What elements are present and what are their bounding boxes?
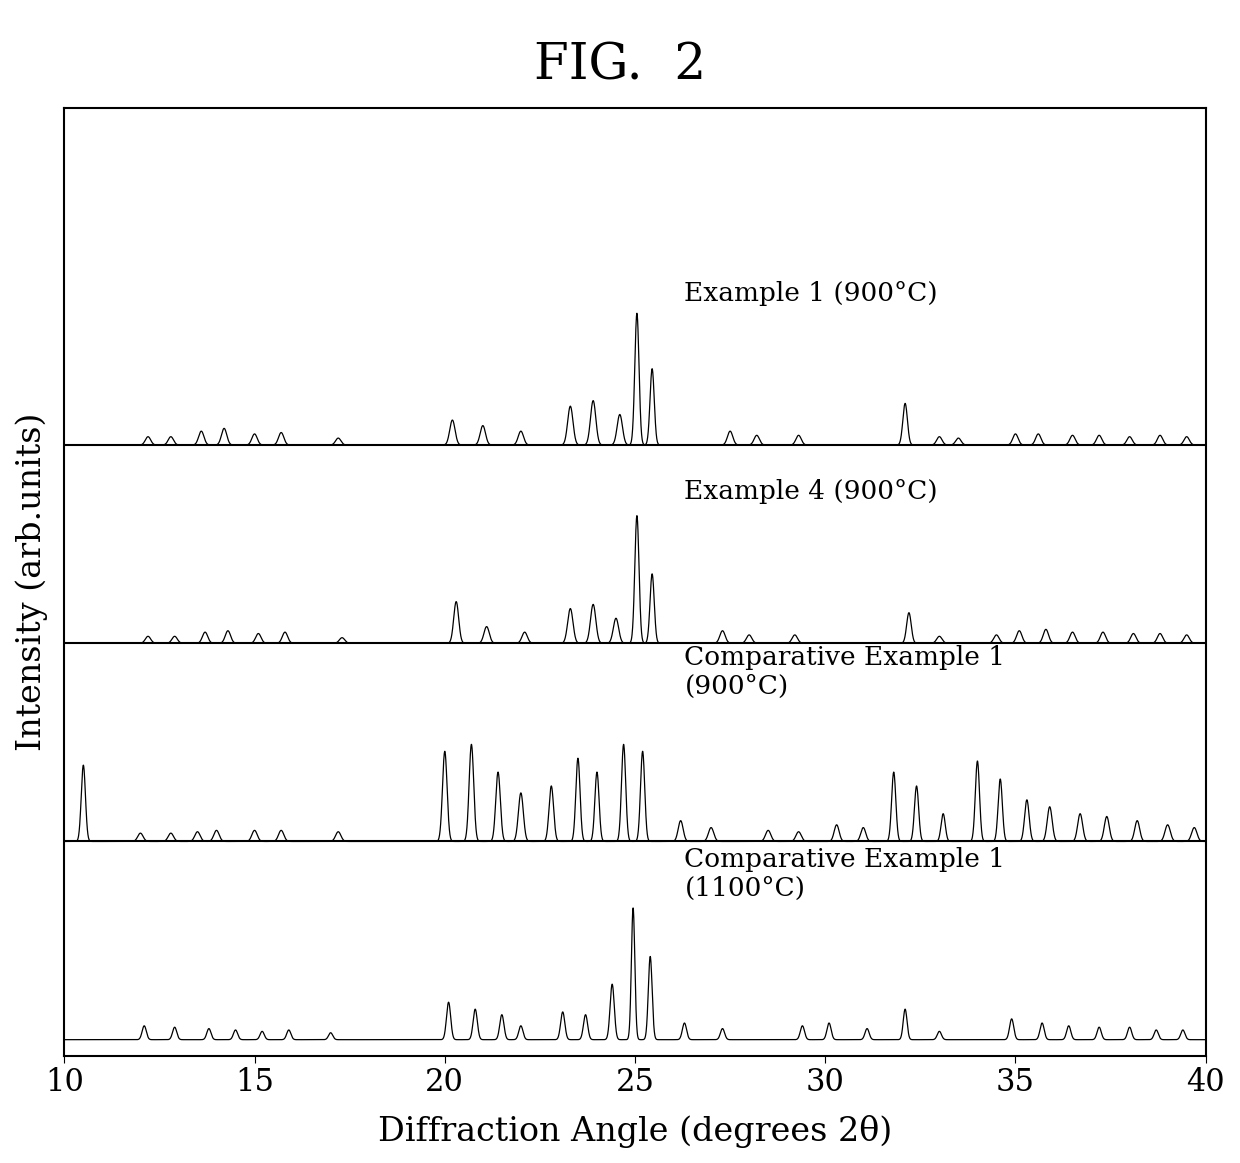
Text: Comparative Example 1
(1100°C): Comparative Example 1 (1100°C) bbox=[684, 847, 1006, 901]
X-axis label: Diffraction Angle (degrees 2θ): Diffraction Angle (degrees 2θ) bbox=[378, 1115, 892, 1148]
Text: Example 4 (900°C): Example 4 (900°C) bbox=[684, 479, 939, 505]
Y-axis label: Intensity (arb.units): Intensity (arb.units) bbox=[15, 413, 47, 751]
Text: Comparative Example 1
(900°C): Comparative Example 1 (900°C) bbox=[684, 644, 1006, 699]
Text: Example 1 (900°C): Example 1 (900°C) bbox=[684, 281, 939, 306]
Text: FIG.  2: FIG. 2 bbox=[534, 41, 706, 91]
